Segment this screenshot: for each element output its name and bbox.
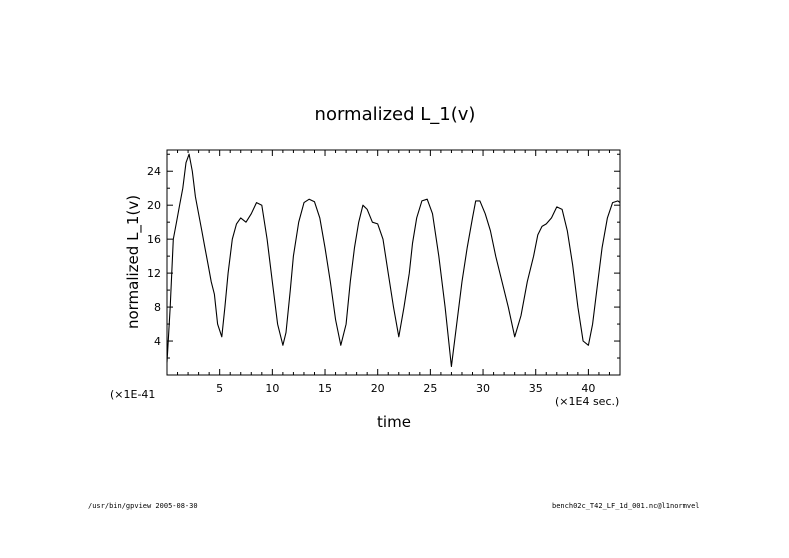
x-tick-label: 30: [476, 382, 490, 395]
x-tick-label: 10: [265, 382, 279, 395]
x-tick-label: 40: [581, 382, 595, 395]
x-multiplier-label: (×1E4 sec.): [555, 395, 619, 408]
series-line: [166, 153, 621, 368]
x-tick-label: 15: [318, 382, 332, 395]
y-tick-label: 20: [147, 199, 161, 212]
y-tick-label: 12: [147, 267, 161, 280]
y-tick-label: 16: [147, 233, 161, 246]
y-axis-ticks: 4 8 12 16 20 24: [147, 153, 620, 376]
x-tick-label: 25: [423, 382, 437, 395]
y-tick-label: 4: [154, 335, 161, 348]
footer-left: /usr/bin/gpview 2005-08-30: [88, 502, 198, 510]
y-tick-label: 8: [154, 301, 161, 314]
y-axis-label: normalized L_1(v): [124, 195, 143, 329]
x-axis-label: time: [377, 413, 411, 431]
chart-title: normalized L_1(v): [315, 104, 476, 125]
y-multiplier-label: (×1E-41: [110, 388, 155, 401]
x-tick-label: 20: [371, 382, 385, 395]
x-tick-label: 35: [529, 382, 543, 395]
series-layer: [166, 153, 621, 368]
y-tick-label: 24: [147, 165, 161, 178]
x-tick-label: 5: [216, 382, 223, 395]
plot-border: [166, 149, 621, 376]
plot-frame: [166, 149, 621, 376]
x-axis-ticks: 5 10 15 20 25 30 35 40: [166, 150, 621, 395]
footer-right: bench02c_T42_LF_1d_001.nc@l1normvel: [552, 502, 700, 510]
